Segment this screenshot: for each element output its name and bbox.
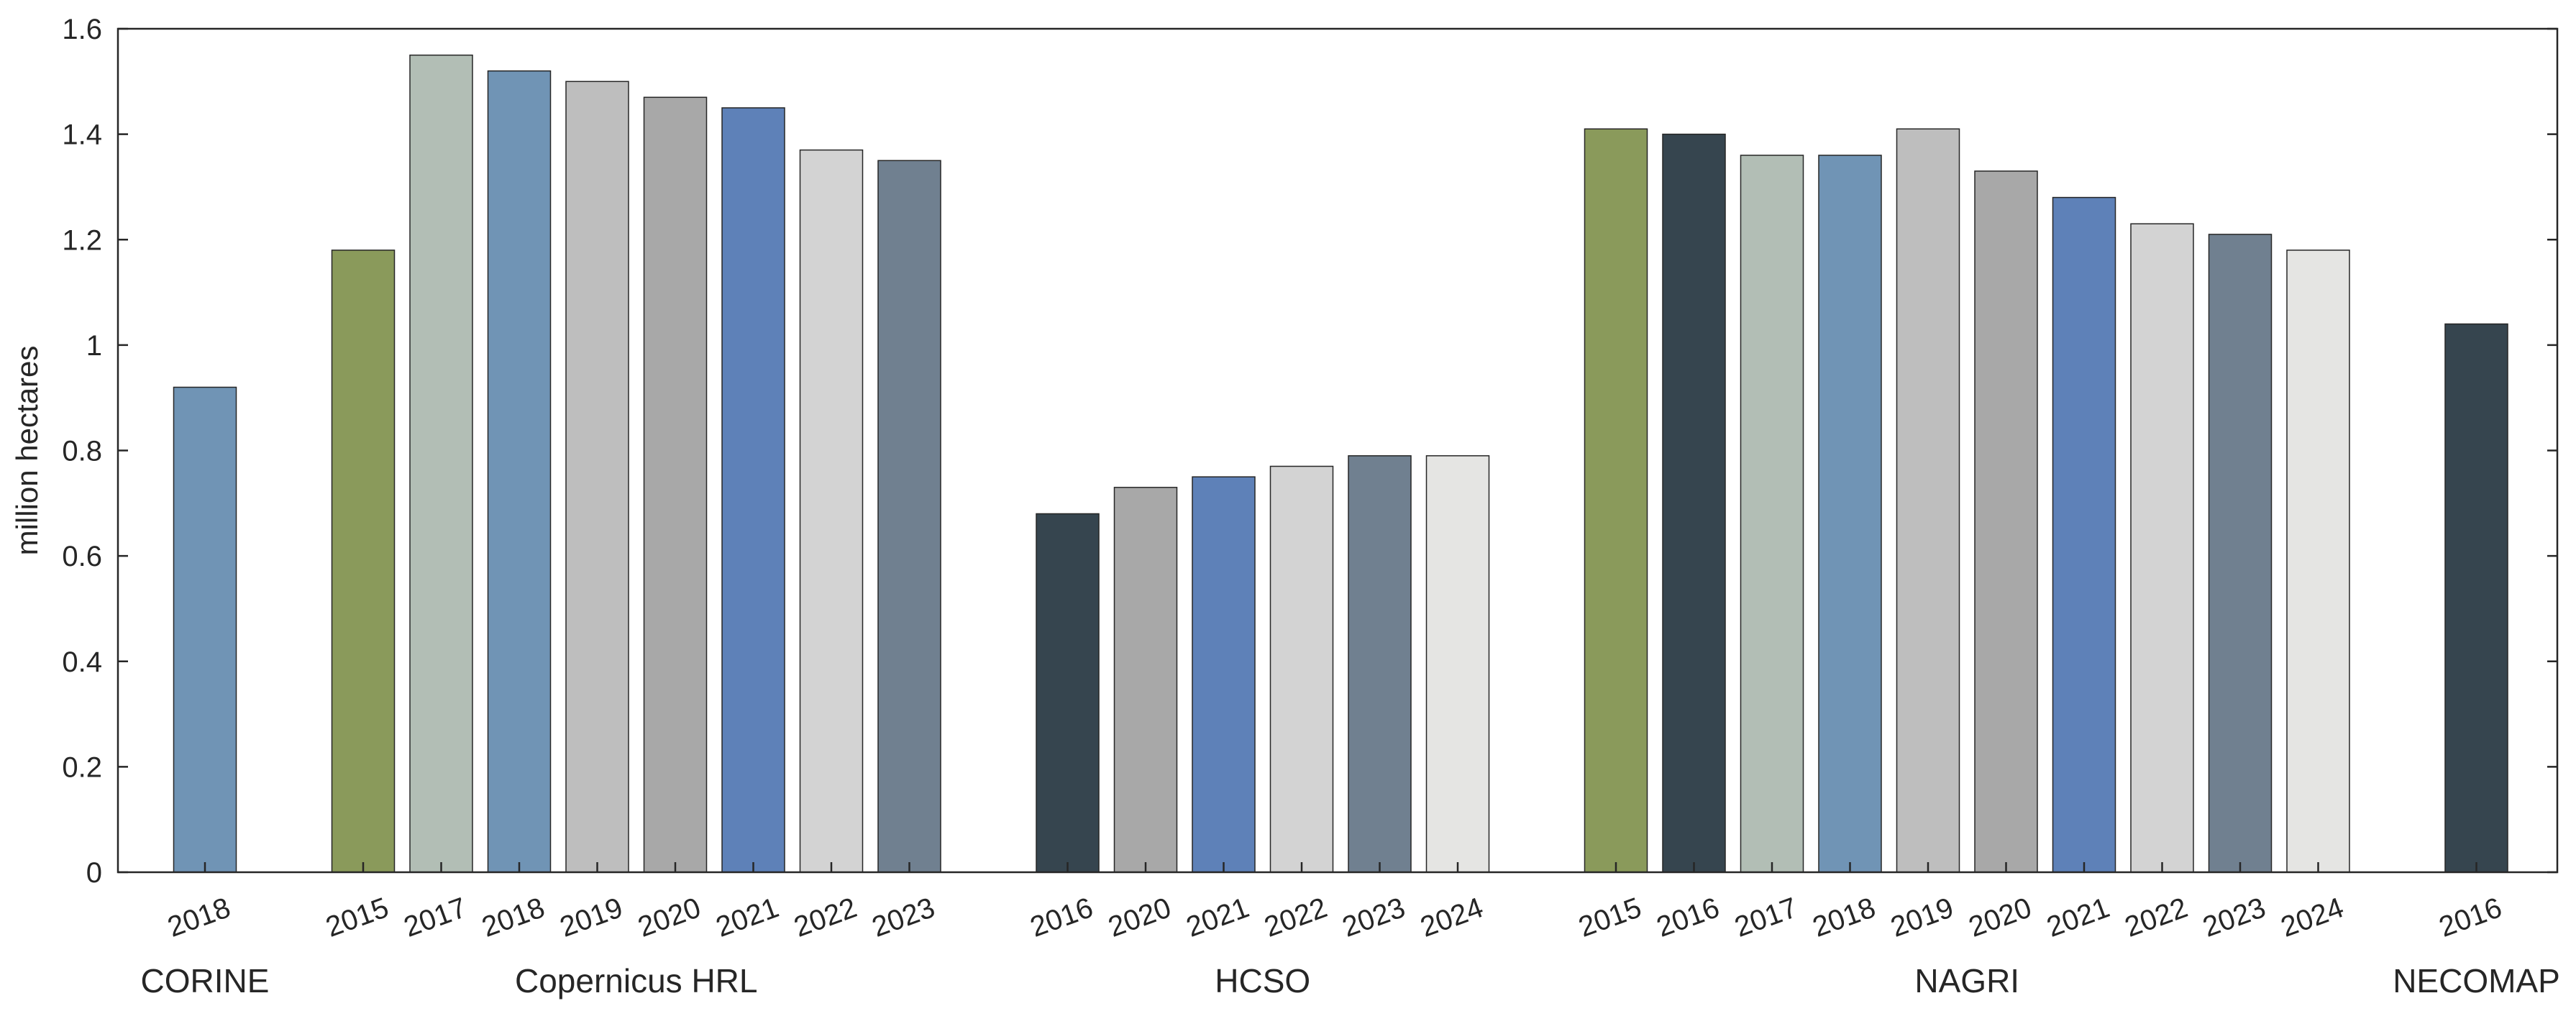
- x-tick-label: 2023: [2198, 892, 2270, 943]
- bar-nagri-2018: [1818, 155, 1882, 873]
- y-tick-label: 0.8: [62, 436, 102, 467]
- group-label-nagri: NAGRI: [1914, 962, 2019, 999]
- bar-hcso-2022: [1269, 465, 1334, 873]
- x-tick-label: 2020: [1104, 892, 1175, 943]
- x-tick-label: 2022: [790, 892, 861, 943]
- y-tick-label: 0.6: [62, 541, 102, 572]
- bar-copernicus-hrl-2020: [643, 96, 708, 873]
- bar-hcso-2021: [1192, 476, 1256, 873]
- x-tick-label: 2018: [1809, 892, 1880, 943]
- bar-copernicus-hrl-2022: [799, 149, 864, 873]
- x-tick-label: 2020: [1965, 892, 2036, 943]
- bar-copernicus-hrl-2015: [331, 250, 396, 873]
- bar-nagri-2024: [2286, 250, 2350, 873]
- group-label-hcso: HCSO: [1215, 962, 1310, 999]
- x-tick-label: 2023: [868, 892, 939, 943]
- x-tick-label: 2024: [1416, 892, 1487, 943]
- x-tick-label: 2016: [1653, 892, 1724, 943]
- y-tick-label: 1: [86, 330, 102, 362]
- bar-copernicus-hrl-2017: [409, 54, 473, 873]
- y-tick-label: 0.4: [62, 646, 102, 678]
- x-tick-label: 2017: [400, 892, 471, 943]
- y-tick-label: 1.4: [62, 119, 102, 151]
- bar-hcso-2016: [1036, 513, 1100, 873]
- y-axis: 0 0.2 0.4 0.6 0.8 1 1.2 1.4 1.6: [62, 14, 2557, 889]
- x-tick-label: 2023: [1338, 892, 1410, 943]
- x-tick-label: 2019: [1886, 892, 1958, 943]
- y-tick-label: 0.2: [62, 751, 102, 783]
- bar-nagri-2019: [1896, 128, 1960, 873]
- x-tick-label: 2015: [1574, 892, 1645, 943]
- x-tick-label: 2018: [163, 892, 234, 943]
- bar-hcso-2020: [1113, 487, 1178, 873]
- bar-nagri-2016: [1662, 133, 1726, 873]
- x-tick-label: 2016: [1026, 892, 1097, 943]
- x-tick-label: 2016: [2435, 892, 2506, 943]
- x-tick-label: 2022: [2121, 892, 2192, 943]
- x-tick-label: 2021: [1182, 892, 1253, 943]
- y-tick-label: 1.6: [62, 14, 102, 45]
- x-tick-label: 2024: [2277, 892, 2348, 943]
- bar-nagri-2017: [1740, 155, 1804, 873]
- bars-layer: [173, 54, 2508, 873]
- bar-copernicus-hrl-2023: [877, 160, 941, 873]
- group-label-necomap: NECOMAP: [2393, 962, 2560, 999]
- x-tick-label: 2018: [478, 892, 549, 943]
- bar-copernicus-hrl-2019: [565, 81, 629, 873]
- bar-copernicus-hrl-2021: [721, 107, 785, 873]
- x-tick-label: 2019: [556, 892, 627, 943]
- y-axis-label: million hectares: [10, 346, 44, 556]
- bar-nagri-2020: [1974, 170, 2038, 873]
- bar-nagri-2015: [1584, 128, 1648, 873]
- group-label-copernicus-hrl: Copernicus HRL: [515, 962, 757, 999]
- x-tick-label: 2020: [634, 892, 705, 943]
- x-tick-label: 2022: [1260, 892, 1331, 943]
- x-tick-label: 2021: [2042, 892, 2114, 943]
- y-tick-label: 0: [86, 857, 102, 889]
- y-tick-label: 1.2: [62, 224, 102, 256]
- group-label-corine: CORINE: [141, 962, 270, 999]
- bar-necomap-2016: [2444, 323, 2508, 873]
- bar-hcso-2023: [1348, 455, 1412, 873]
- bar-nagri-2021: [2052, 196, 2116, 873]
- bar-copernicus-hrl-2018: [487, 70, 552, 873]
- bar-hcso-2024: [1425, 455, 1490, 873]
- bar-nagri-2023: [2208, 234, 2273, 873]
- x-tick-label: 2017: [1730, 892, 1801, 943]
- x-tick-label: 2021: [712, 892, 783, 943]
- x-tick-label: 2015: [321, 892, 393, 943]
- bar-nagri-2022: [2130, 223, 2194, 873]
- bar-corine-2018: [173, 386, 237, 873]
